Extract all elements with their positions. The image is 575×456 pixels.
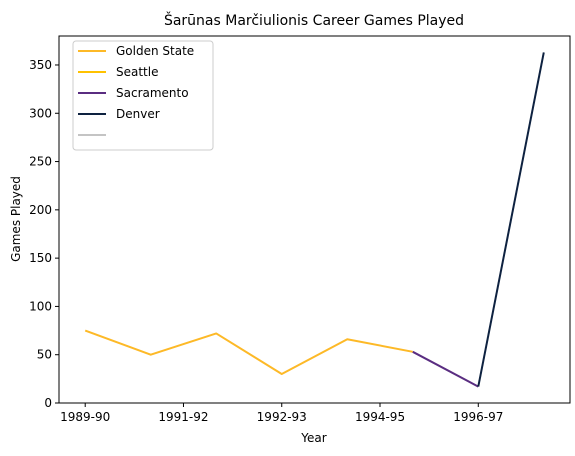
legend-box [72,40,214,151]
y-axis: 0 50 100 150 200 250 300 350 [29,58,59,410]
chart-title: Šarūnas Marčiulionis Career Games Played [164,11,464,29]
x-tick-label: 1991-92 [158,410,208,424]
x-axis: 1989-90 1991-92 1992-93 1994-95 1996-97 [60,403,503,424]
x-tick-label: 1992-93 [257,410,307,424]
y-tick-label: 100 [29,299,52,313]
x-tick-label: 1994-95 [355,410,405,424]
series-line-denver [477,52,545,387]
chart-legend: Golden State Seattle Sacramento Denver [72,40,214,151]
y-tick-label: 50 [37,348,52,362]
y-tick-label: 0 [44,396,52,410]
y-tick-label: 350 [29,58,52,72]
x-tick-label: 1996-97 [453,410,503,424]
x-axis-label: Year [300,431,326,445]
y-axis-label: Games Played [9,176,23,262]
plot-area-frame [58,35,571,404]
y-tick-label: 150 [29,251,52,265]
series-line-sacramento [412,350,479,388]
series-line-golden-state [84,329,413,376]
y-tick-label: 300 [29,106,52,120]
y-tick-label: 250 [29,155,52,169]
series-layer [84,52,545,388]
legend-label: Seattle [116,65,158,79]
x-tick-label: 1989-90 [60,410,110,424]
y-tick-label: 200 [29,203,52,217]
legend-label: Denver [116,107,160,121]
legend-label: Golden State [116,44,194,58]
legend-label: Sacramento [116,86,189,100]
